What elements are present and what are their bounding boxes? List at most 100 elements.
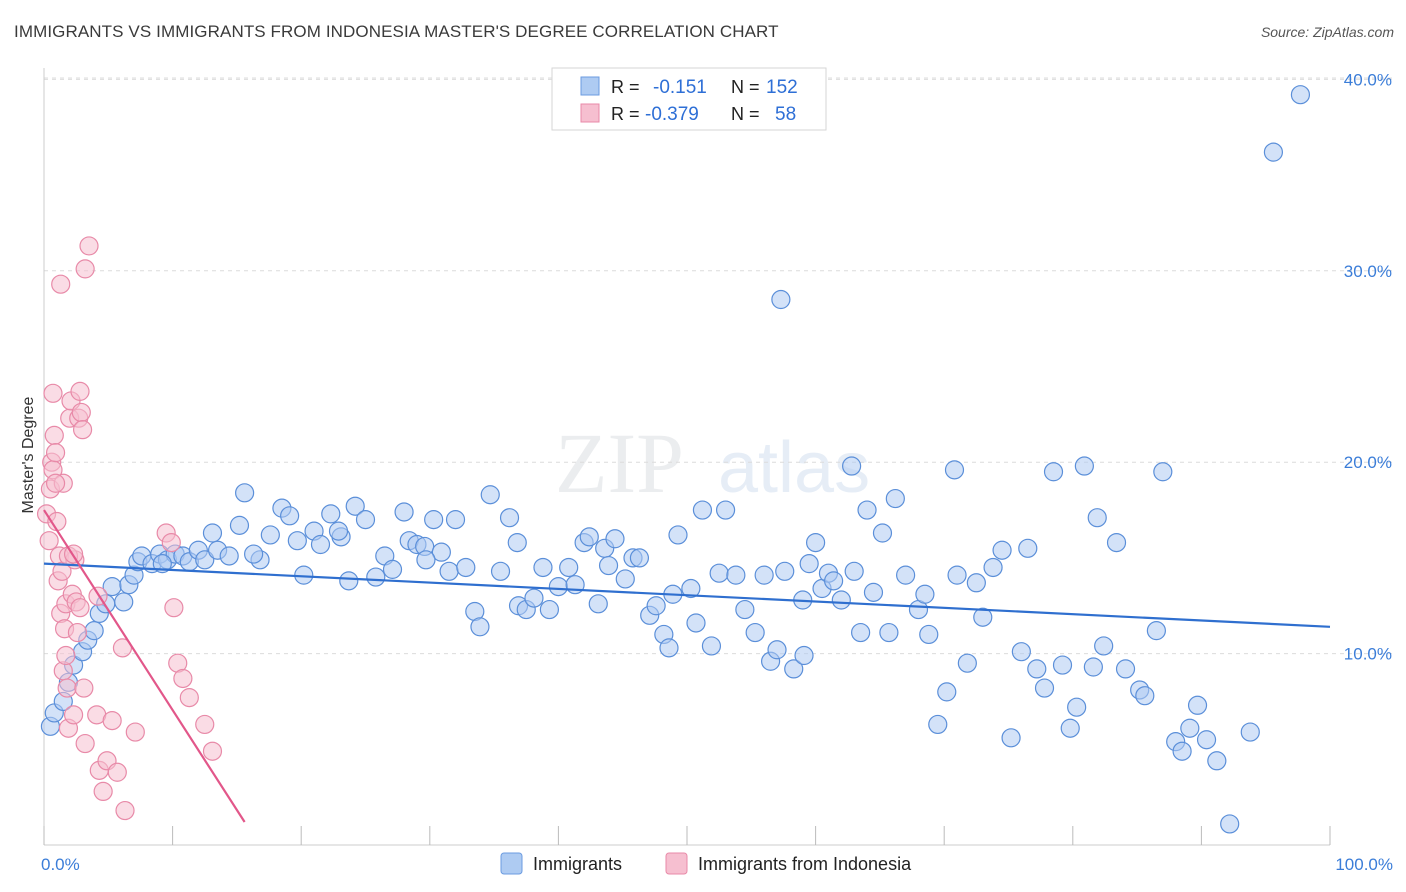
legend-r-value: -0.379 xyxy=(645,104,699,125)
y-tick-label: 20.0% xyxy=(1344,453,1392,472)
data-point xyxy=(51,274,71,294)
data-point xyxy=(973,607,993,627)
data-point xyxy=(456,557,476,578)
data-point xyxy=(842,456,862,476)
data-point xyxy=(1240,722,1260,742)
data-point xyxy=(646,596,666,616)
data-point xyxy=(39,531,59,551)
data-point xyxy=(72,420,93,440)
data-point xyxy=(1094,636,1114,656)
data-point xyxy=(872,523,893,543)
data-point xyxy=(431,542,451,562)
data-point xyxy=(805,532,826,553)
data-point xyxy=(202,741,223,761)
chart-title: IMMIGRANTS VS IMMIGRANTS FROM INDONESIA … xyxy=(14,22,779,41)
data-point xyxy=(339,571,359,591)
data-point xyxy=(944,460,965,480)
data-point xyxy=(416,550,436,570)
data-point xyxy=(280,506,300,526)
data-point xyxy=(1263,142,1284,162)
data-point xyxy=(615,569,635,589)
data-point xyxy=(709,563,729,583)
data-point xyxy=(79,236,99,256)
data-point xyxy=(470,617,490,637)
data-point xyxy=(548,577,569,597)
bottom-legend-swatch-immigrants xyxy=(500,852,523,875)
data-point xyxy=(1087,508,1107,528)
data-point xyxy=(1187,695,1208,715)
data-point xyxy=(784,659,804,679)
y-tick-label: 40.0% xyxy=(1344,70,1392,89)
data-point xyxy=(799,554,819,574)
data-point xyxy=(824,571,844,591)
data-point xyxy=(844,561,864,581)
data-point xyxy=(499,508,520,528)
data-point xyxy=(1115,659,1136,679)
data-point xyxy=(937,682,957,702)
data-point xyxy=(102,710,122,731)
data-point xyxy=(919,624,939,645)
data-point xyxy=(1106,532,1127,553)
data-point xyxy=(480,485,500,505)
data-point xyxy=(1180,718,1200,738)
data-point xyxy=(345,496,365,516)
data-point xyxy=(947,565,967,585)
data-point xyxy=(992,540,1012,560)
data-point xyxy=(202,523,223,543)
bottom-legend: Immigrants Immigrants from Indonesia xyxy=(500,852,912,875)
data-point xyxy=(928,714,948,735)
data-point xyxy=(507,532,527,553)
data-point xyxy=(114,592,134,612)
data-point xyxy=(1172,741,1192,761)
data-point xyxy=(559,557,579,578)
data-point xyxy=(74,678,94,698)
data-point xyxy=(1220,814,1240,834)
data-point xyxy=(366,567,386,587)
data-point xyxy=(885,488,905,509)
legend-n-label: N = xyxy=(731,77,760,97)
data-point xyxy=(533,557,553,578)
data-point xyxy=(715,500,736,520)
data-point xyxy=(701,636,722,656)
data-point xyxy=(93,781,113,802)
data-point xyxy=(382,559,403,579)
data-point xyxy=(1196,730,1217,750)
data-point xyxy=(668,525,688,545)
data-point xyxy=(445,510,466,530)
data-point xyxy=(851,622,871,643)
data-point xyxy=(966,573,986,593)
data-point xyxy=(67,622,88,643)
trend-lines xyxy=(43,509,1331,823)
data-point xyxy=(1153,462,1173,482)
data-point xyxy=(539,599,559,620)
data-point xyxy=(857,500,877,520)
data-point xyxy=(659,638,679,658)
data-point xyxy=(43,383,63,403)
tick-labels: 10.0% 20.0% 30.0% 40.0% 0.0% 100.0% xyxy=(41,70,1393,874)
data-point xyxy=(424,510,444,530)
data-point xyxy=(1207,751,1227,771)
data-point xyxy=(1034,678,1055,698)
data-point xyxy=(161,532,181,553)
legend-n-value: 58 xyxy=(775,104,796,125)
data-point xyxy=(44,425,64,446)
data-point xyxy=(524,588,544,608)
data-point xyxy=(70,381,90,401)
data-point xyxy=(1290,85,1311,105)
data-point xyxy=(831,590,851,610)
data-point xyxy=(57,678,77,698)
legend-swatch-immigrants xyxy=(580,76,600,96)
bottom-legend-label-indonesia: Immigrants from Indonesia xyxy=(698,854,912,874)
data-point xyxy=(1067,697,1087,717)
data-point xyxy=(767,640,787,660)
data-point xyxy=(629,548,650,568)
data-point xyxy=(879,622,899,643)
trend-line xyxy=(43,509,246,823)
x-tick-label: 100.0% xyxy=(1335,855,1393,874)
data-point xyxy=(115,800,135,821)
data-point xyxy=(75,259,95,279)
data-point xyxy=(1074,456,1094,476)
data-point xyxy=(310,534,331,555)
data-point xyxy=(588,594,608,614)
data-point xyxy=(260,525,280,545)
